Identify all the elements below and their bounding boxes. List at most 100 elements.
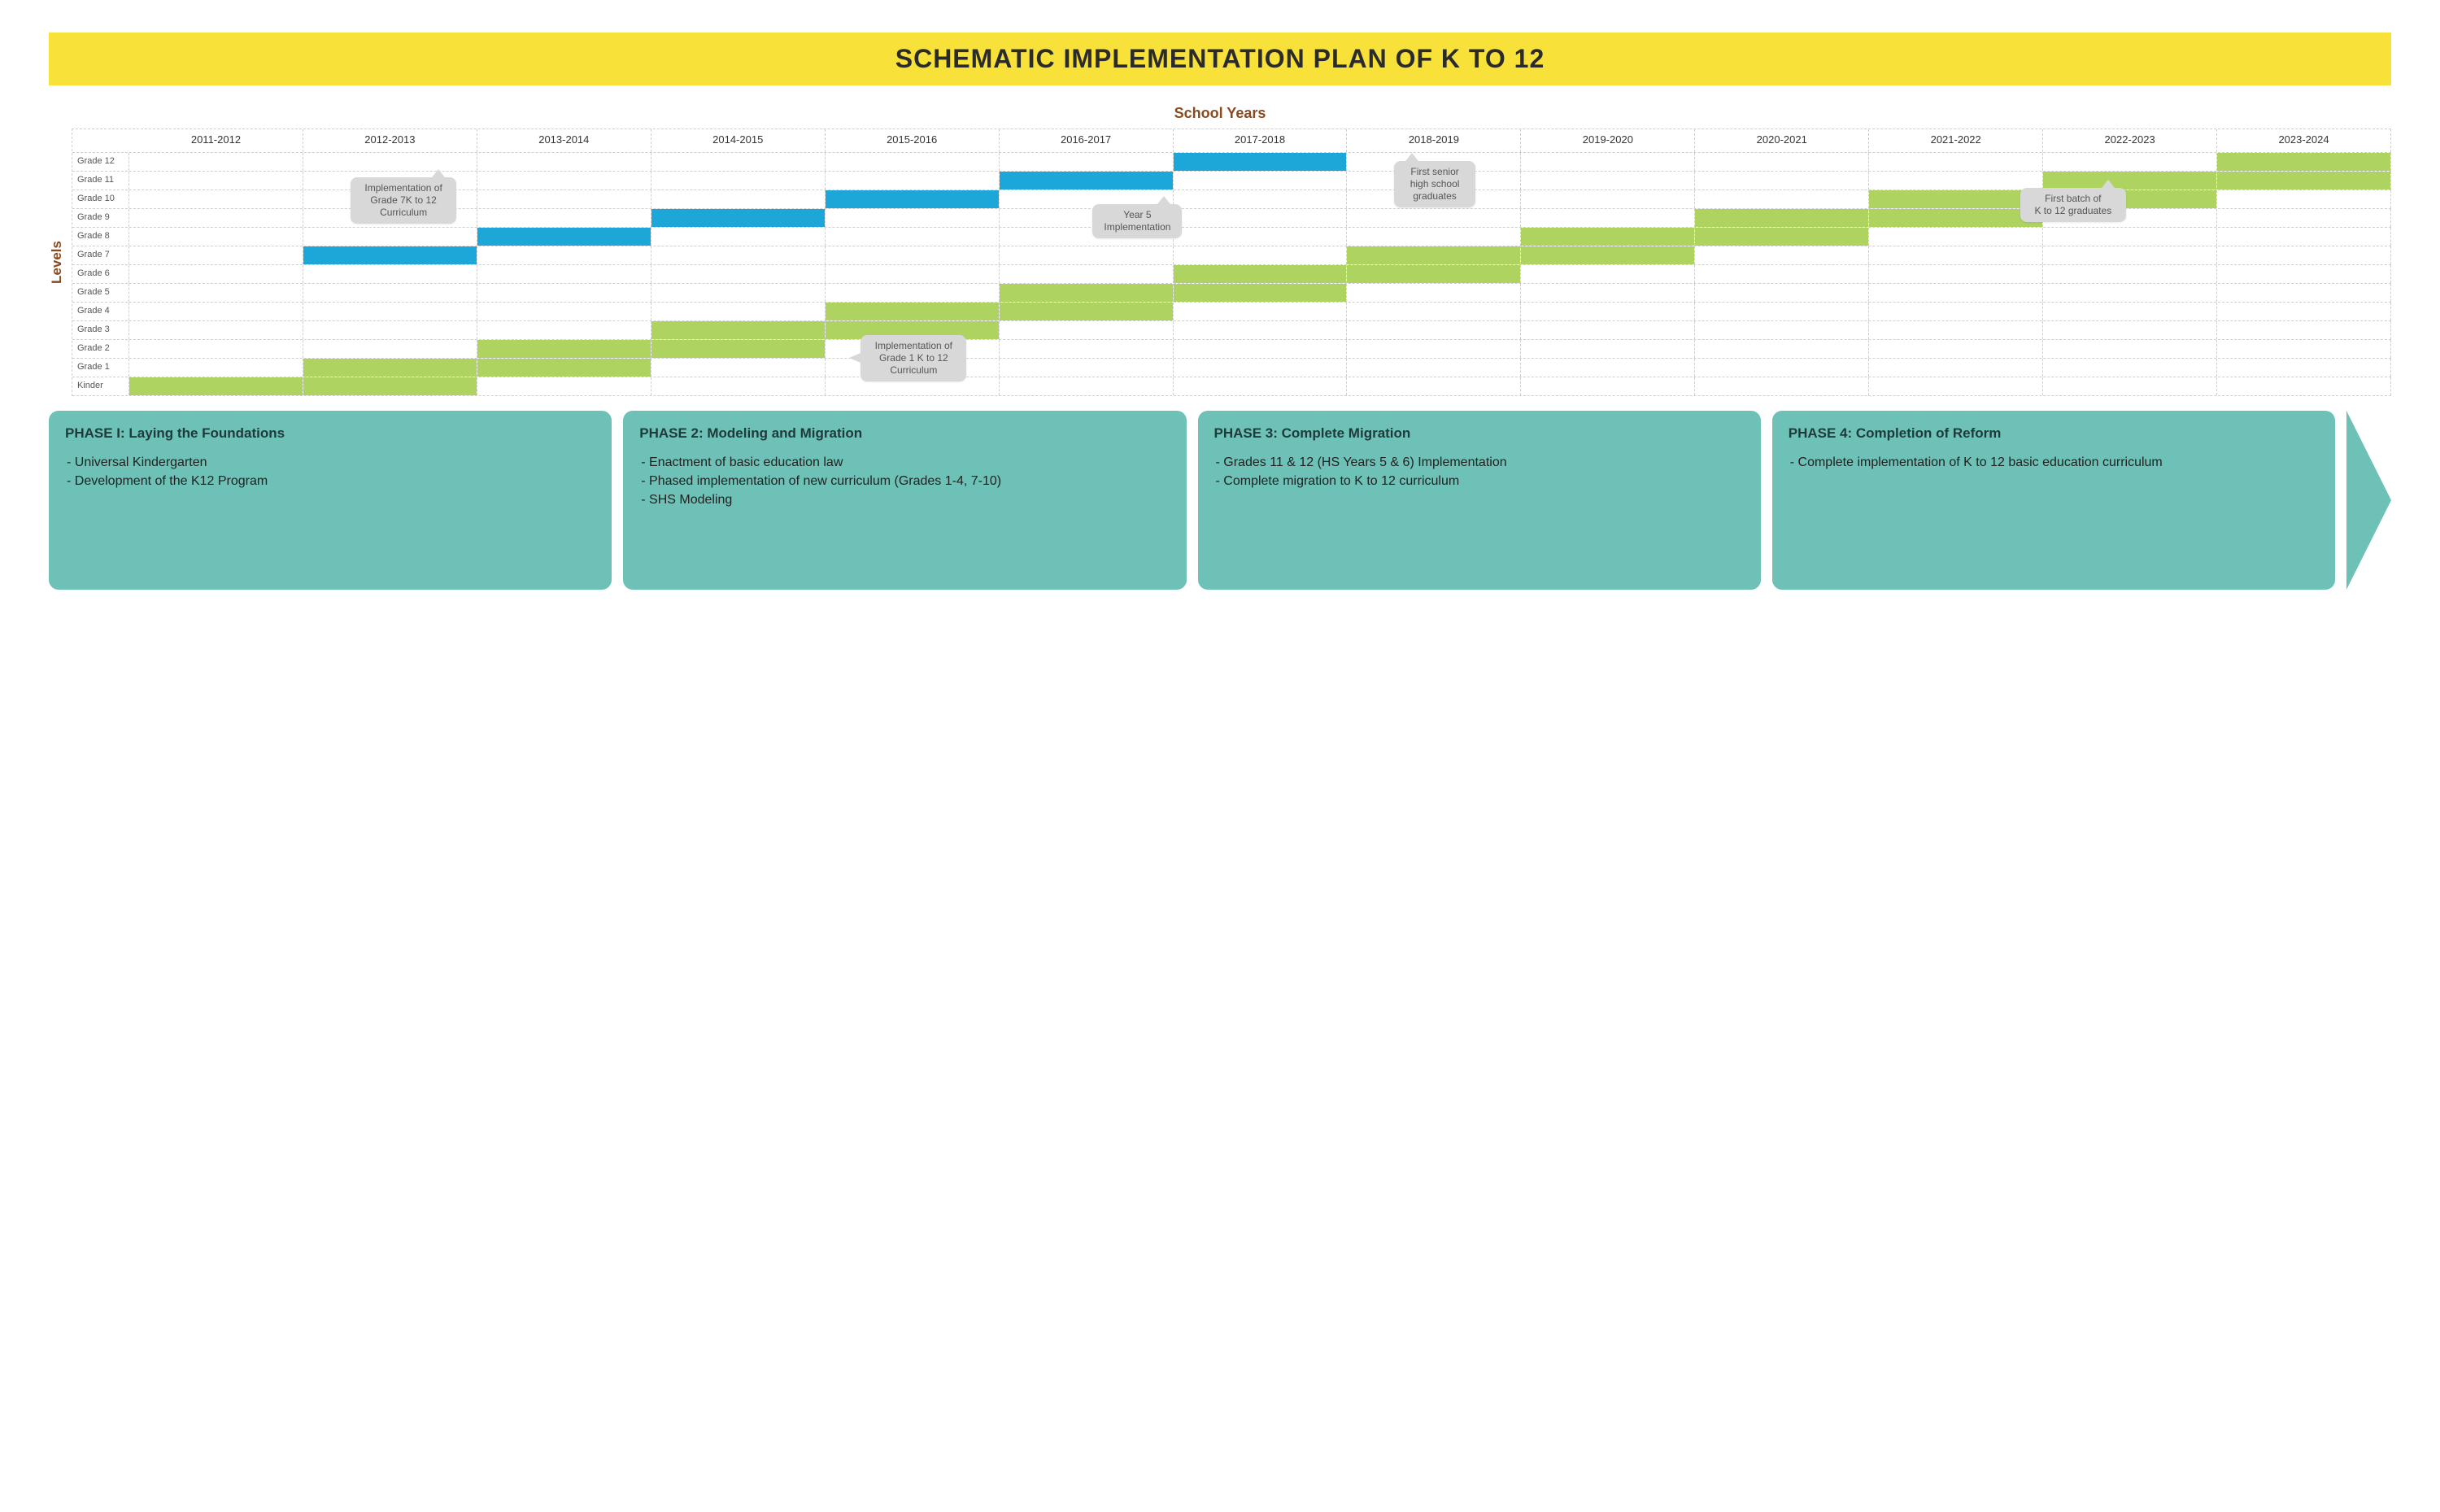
grid-cell: [477, 153, 651, 171]
grid-cell: [1521, 209, 1695, 227]
grid-cell: [826, 303, 1000, 320]
year-header: 2020-2021: [1695, 129, 1869, 152]
grid-cell: [2043, 340, 2217, 358]
title-bar: SCHEMATIC IMPLEMENTATION PLAN OF K TO 12: [49, 33, 2391, 85]
grid-cell: [1000, 172, 1174, 190]
grid-cell: [1695, 209, 1869, 227]
year-header: 2023-2024: [2217, 129, 2391, 152]
phase-item: - Complete migration to K to 12 curricul…: [1214, 472, 1745, 490]
year-header: 2011-2012: [129, 129, 303, 152]
bar-blue: [1000, 172, 1173, 190]
grid-cell: [651, 190, 826, 208]
callout: Implementation ofGrade 7K to 12Curriculu…: [351, 177, 456, 224]
grid-cell: [477, 190, 651, 208]
bar-green: [651, 321, 825, 339]
grid-cell: [2043, 246, 2217, 264]
grid-cell: [1347, 228, 1521, 246]
grid-cell: [1521, 303, 1695, 320]
grid-cell: [1000, 340, 1174, 358]
phase-title: PHASE 3: Complete Migration: [1214, 425, 1745, 442]
bar-green: [1000, 284, 1173, 302]
bar-green: [303, 359, 477, 377]
grid-cell: [129, 303, 303, 320]
grid-cell: [477, 377, 651, 395]
grid-cell: [1869, 359, 2043, 377]
grid-cell: [303, 340, 477, 358]
grid-cell: [129, 246, 303, 264]
year-header: 2017-2018: [1174, 129, 1348, 152]
level-label: Grade 2: [72, 340, 129, 358]
grid-cell: [303, 153, 477, 171]
grid-cell: [1000, 153, 1174, 171]
grid-cell: [1000, 377, 1174, 395]
grid-cell: [2043, 321, 2217, 339]
grid-cell: [2043, 303, 2217, 320]
phase-item: - Phased implementation of new curriculu…: [639, 472, 1170, 490]
grid-cell: [477, 303, 651, 320]
bar-blue: [651, 209, 825, 227]
grid-cell: [1347, 303, 1521, 320]
grid-cell: [303, 246, 477, 264]
grid-cell: [826, 172, 1000, 190]
grid-cell: [1174, 321, 1348, 339]
phase-box: PHASE I: Laying the Foundations- Univers…: [49, 411, 612, 590]
grid-cell: [1521, 190, 1695, 208]
grid-cell: [1695, 321, 1869, 339]
page-title: SCHEMATIC IMPLEMENTATION PLAN OF K TO 12: [895, 44, 1545, 73]
grid-cell: [1869, 228, 2043, 246]
grid-cell: [826, 228, 1000, 246]
bar-green: [1869, 209, 2042, 227]
grid-cell: [1695, 190, 1869, 208]
bar-green: [826, 303, 999, 320]
grid-cell: [1695, 284, 1869, 302]
grid-cell: [2217, 246, 2391, 264]
grid-cell: [129, 153, 303, 171]
grid-cell: [1695, 303, 1869, 320]
level-label: Grade 10: [72, 190, 129, 208]
grid-cell: [1521, 377, 1695, 395]
grid-cell: [651, 340, 826, 358]
level-label: Grade 3: [72, 321, 129, 339]
grid-cell: [303, 377, 477, 395]
grid-cell: [1000, 265, 1174, 283]
grid-cell: [1000, 303, 1174, 320]
grid-cell: [129, 228, 303, 246]
chart: Levels .2011-20122012-20132013-20142014-…: [49, 129, 2391, 396]
bar-green: [651, 340, 825, 358]
callout: First seniorhigh schoolgraduates: [1394, 161, 1475, 207]
grid-cell: [1000, 246, 1174, 264]
bar-green: [1347, 246, 1520, 264]
grid-cell: [1174, 359, 1348, 377]
bar-green: [1174, 284, 1347, 302]
grid-cell: [651, 172, 826, 190]
grid-cell: [303, 265, 477, 283]
grid-cell: [129, 377, 303, 395]
phase-box: PHASE 2: Modeling and Migration- Enactme…: [623, 411, 1186, 590]
grid-cell: [1174, 284, 1348, 302]
callout: Implementation ofGrade 1 K to 12Curricul…: [861, 335, 966, 381]
level-label: Grade 8: [72, 228, 129, 246]
level-label: Grade 12: [72, 153, 129, 171]
grid-cell: [2043, 228, 2217, 246]
grid-cell: [1869, 265, 2043, 283]
bar-green: [1347, 265, 1520, 283]
grid-cell: [1695, 153, 1869, 171]
year-header: 2019-2020: [1521, 129, 1695, 152]
grid-cell: [477, 246, 651, 264]
grid-cell: [2217, 209, 2391, 227]
phases-row: PHASE I: Laying the Foundations- Univers…: [49, 411, 2391, 590]
grid-cell: [477, 209, 651, 227]
bar-green: [1174, 265, 1347, 283]
timeline-grid: .2011-20122012-20132013-20142014-2015201…: [72, 129, 2391, 396]
grid-cell: [1695, 228, 1869, 246]
grid-cell: [1521, 172, 1695, 190]
bar-green: [1521, 228, 1694, 246]
bar-green: [477, 359, 651, 377]
grid-cell: [1869, 284, 2043, 302]
grid-cell: [651, 359, 826, 377]
grid-cell: [1521, 359, 1695, 377]
bar-green: [1521, 246, 1694, 264]
year-header: 2013-2014: [477, 129, 651, 152]
grid-cell: [1521, 284, 1695, 302]
grid-cell: [651, 321, 826, 339]
